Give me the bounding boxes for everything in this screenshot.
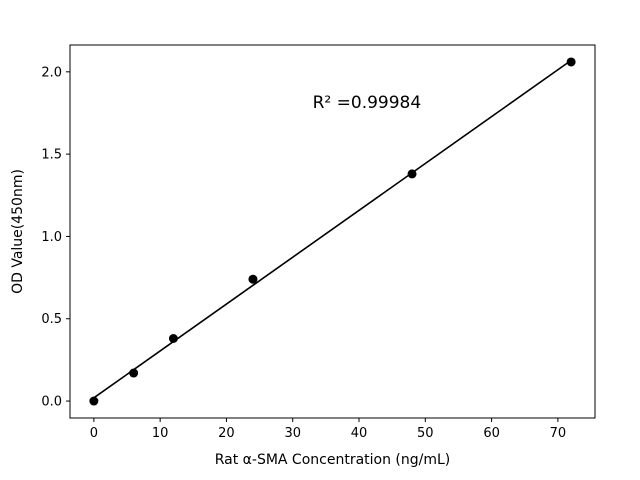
y-tick-label: 1.0: [41, 230, 62, 245]
data-point: [129, 368, 139, 378]
plot-border: [69, 44, 596, 419]
x-tick-label: 30: [284, 426, 301, 441]
x-tick-label: 70: [550, 426, 567, 441]
x-tick-label: 20: [218, 426, 235, 441]
y-tick-label: 2.0: [41, 65, 62, 80]
x-axis-label: Rat α-SMA Concentration (ng/mL): [215, 452, 451, 468]
data-point: [248, 274, 258, 284]
r-squared-annotation: R² =0.99984: [313, 93, 422, 113]
y-tick-label: 0.5: [41, 312, 62, 327]
y-tick-label: 1.5: [41, 148, 62, 163]
y-axis-label: OD Value(450nm): [10, 169, 26, 294]
x-tick-label: 40: [351, 426, 368, 441]
data-point: [407, 169, 417, 179]
data-point: [89, 396, 99, 406]
x-tick-label: 60: [483, 426, 500, 441]
data-point: [168, 333, 178, 343]
x-tick-label: 10: [152, 426, 169, 441]
x-tick-label: 0: [90, 426, 98, 441]
x-tick-label: 50: [417, 426, 434, 441]
data-point: [566, 57, 576, 67]
y-tick-label: 0.0: [41, 395, 62, 410]
